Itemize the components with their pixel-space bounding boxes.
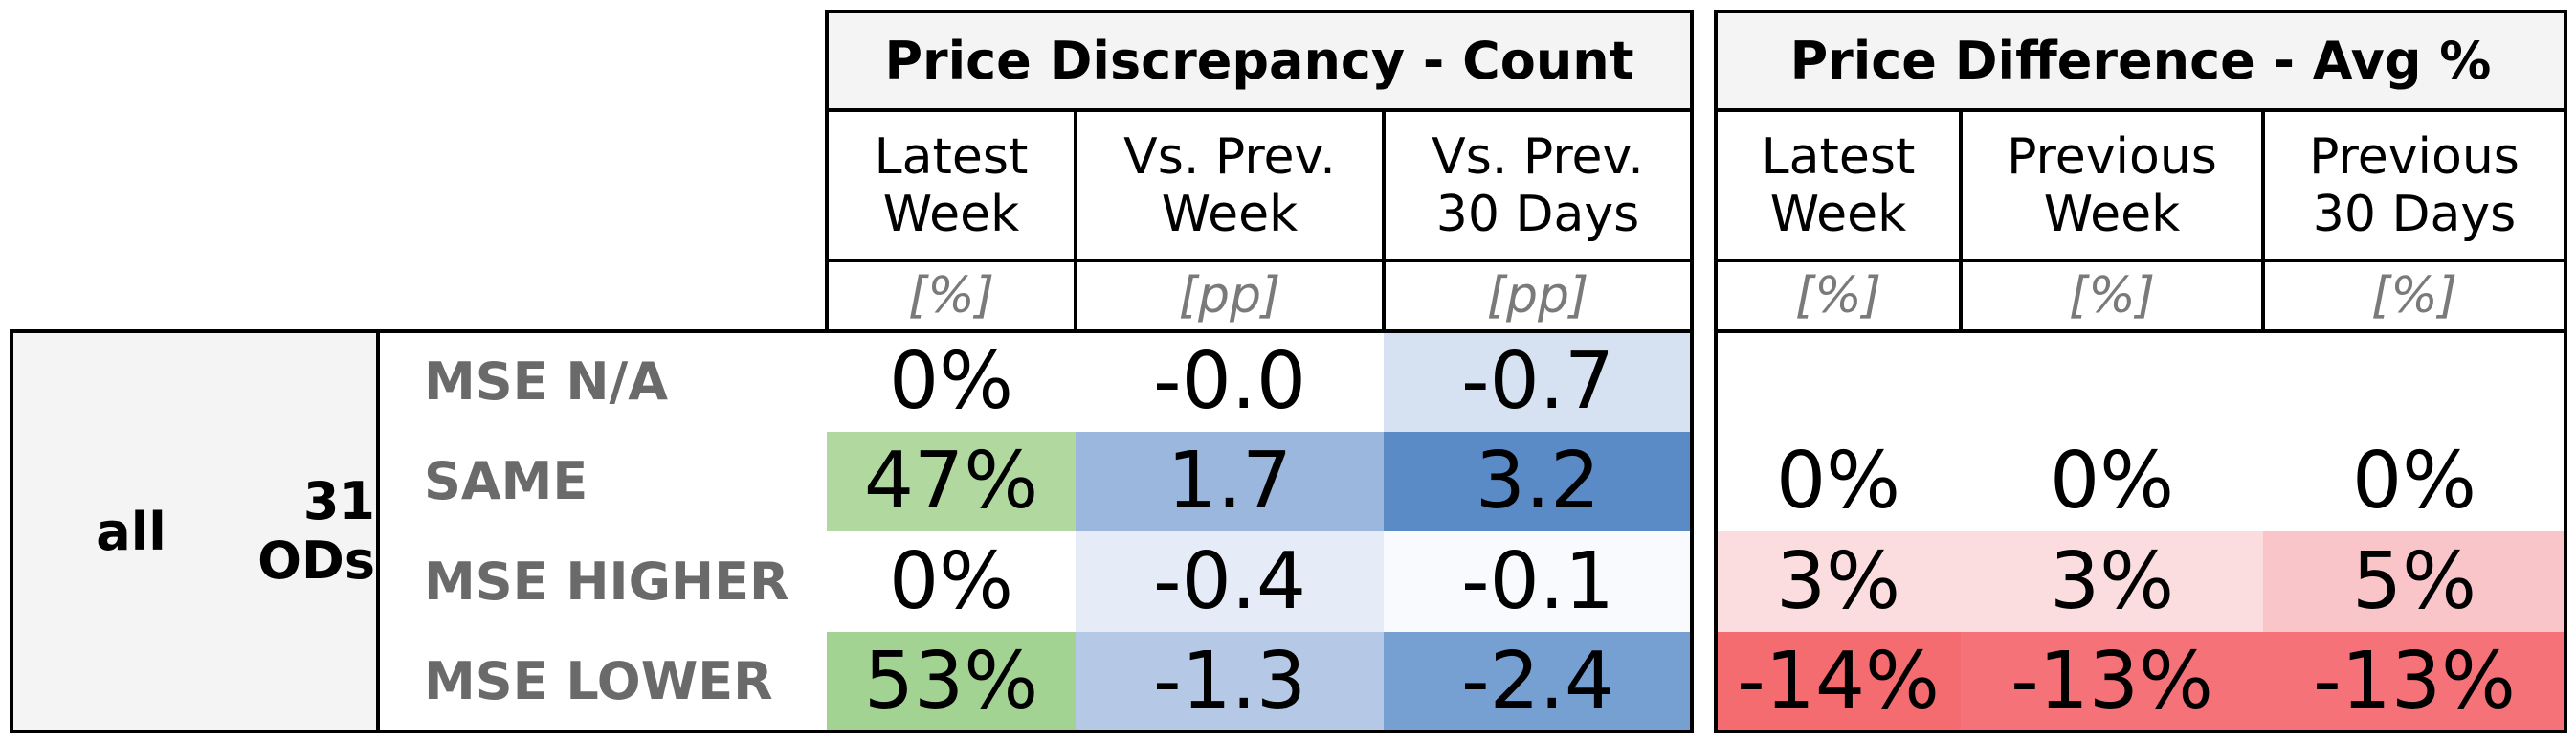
grid-line bbox=[376, 329, 380, 733]
grid-line bbox=[2564, 10, 2567, 333]
table-cell-count: -2.4 bbox=[1384, 631, 1692, 732]
grid-line bbox=[10, 329, 13, 733]
row-group-count: 31 ODs bbox=[257, 471, 375, 591]
table-cell-count: -0.1 bbox=[1384, 531, 1692, 632]
table-cell-count: 1.7 bbox=[1076, 431, 1384, 531]
table-cell-avg: 3% bbox=[1716, 531, 1961, 632]
grid-line bbox=[825, 10, 829, 333]
row-label: SAME bbox=[424, 451, 588, 512]
row-label: MSE LOWER bbox=[424, 651, 773, 712]
grid-line bbox=[1959, 108, 1963, 333]
table-cell-avg: 3% bbox=[1961, 531, 2263, 632]
grid-line bbox=[825, 108, 1694, 112]
grid-line bbox=[2564, 329, 2567, 733]
table-cell-avg: -13% bbox=[1961, 631, 2263, 732]
column-header: Latest Week bbox=[1761, 127, 1916, 243]
column-unit: [%] bbox=[2371, 267, 2457, 325]
column-header: Vs. Prev. Week bbox=[1123, 127, 1336, 243]
column-unit: [pp] bbox=[1486, 267, 1589, 325]
table-cell-count: -0.7 bbox=[1384, 331, 1692, 432]
grid-line bbox=[10, 329, 1694, 333]
row-group-label: all bbox=[96, 501, 167, 562]
table-cell-avg bbox=[1716, 331, 1961, 432]
grid-line bbox=[1714, 730, 2567, 733]
column-header: Previous 30 Days bbox=[2309, 127, 2520, 243]
column-header: Vs. Prev. 30 Days bbox=[1432, 127, 1644, 243]
grid-line bbox=[1382, 108, 1386, 333]
row-group-block: all 31 ODs bbox=[11, 331, 378, 732]
row-label: MSE HIGHER bbox=[424, 551, 789, 612]
table-cell-count: 0% bbox=[827, 331, 1076, 432]
grid-line bbox=[2261, 108, 2265, 333]
table-cell-count: -1.3 bbox=[1076, 631, 1384, 732]
grid-line bbox=[1714, 10, 2567, 13]
grid-line bbox=[1714, 329, 1718, 733]
column-unit: [%] bbox=[2069, 267, 2155, 325]
table-cell-avg bbox=[2263, 331, 2565, 432]
table-cell-avg: 0% bbox=[1716, 431, 1961, 531]
grid-line bbox=[825, 10, 1694, 13]
table-cell-avg: -13% bbox=[2263, 631, 2565, 732]
table-cell-count: 53% bbox=[827, 631, 1076, 732]
table-cell-avg: 0% bbox=[1961, 431, 2263, 531]
column-unit: [%] bbox=[908, 267, 994, 325]
grid-line bbox=[1714, 259, 2567, 262]
table-cell-avg: -14% bbox=[1716, 631, 1961, 732]
row-label: MSE N/A bbox=[424, 350, 669, 412]
table-cell-avg: 0% bbox=[2263, 431, 2565, 531]
grid-line bbox=[1714, 108, 2567, 112]
table-cell-count: 3.2 bbox=[1384, 431, 1692, 531]
grid-line bbox=[1690, 10, 1694, 333]
grid-line bbox=[1714, 329, 2567, 333]
group-title-price-discrepancy-count: Price Discrepancy - Count bbox=[827, 11, 1692, 110]
column-header: Latest Week bbox=[874, 127, 1029, 243]
column-unit: [%] bbox=[1795, 267, 1881, 325]
table-cell-avg: 5% bbox=[2263, 531, 2565, 632]
grid-line bbox=[1714, 10, 1718, 333]
table-cell-count: -0.0 bbox=[1076, 331, 1384, 432]
column-unit: [pp] bbox=[1178, 267, 1281, 325]
group-title-price-difference-avg: Price Difference - Avg % bbox=[1716, 11, 2565, 110]
grid-line bbox=[825, 259, 1694, 262]
grid-line bbox=[1074, 108, 1077, 333]
grid-line bbox=[1690, 329, 1694, 733]
table-cell-count: -0.4 bbox=[1076, 531, 1384, 632]
table-cell-avg bbox=[1961, 331, 2263, 432]
column-header: Previous Week bbox=[2007, 127, 2217, 243]
table-cell-count: 0% bbox=[827, 531, 1076, 632]
table-cell-count: 47% bbox=[827, 431, 1076, 531]
grid-line bbox=[10, 730, 1694, 733]
